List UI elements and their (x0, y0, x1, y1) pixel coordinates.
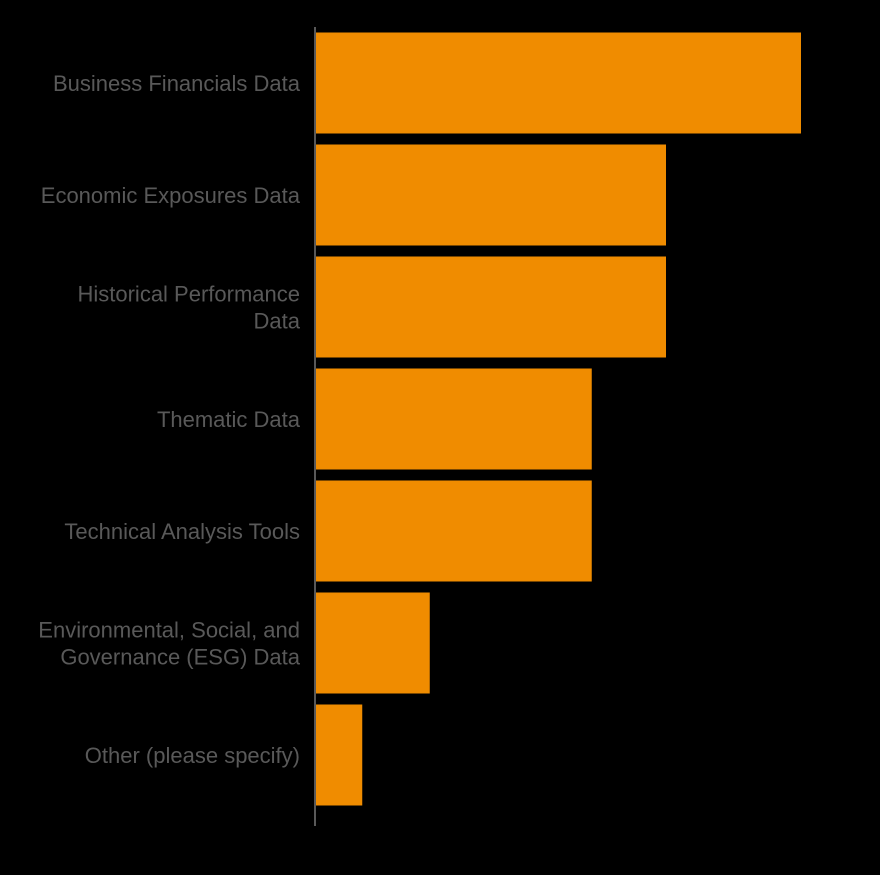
category-label-6: Environmental, Social, and Governance (ES… (38, 618, 300, 670)
category-label-line: Economic Exposures Data (41, 183, 301, 208)
category-label-line: Historical Performance (77, 282, 300, 307)
bar-2 (315, 144, 666, 246)
category-labels-group: Business Financials Data Economic Exposur… (38, 71, 300, 768)
category-label-line: Other (please specify) (85, 743, 300, 768)
bars-group (315, 32, 801, 806)
category-label-line: Thematic Data (157, 407, 301, 432)
bar-1 (315, 32, 801, 134)
category-label-2: Economic Exposures Data (41, 183, 301, 208)
bar-5 (315, 480, 592, 582)
bar-4 (315, 368, 592, 470)
category-label-line: Technical Analysis Tools (64, 519, 300, 544)
category-label-line: Environmental, Social, and (38, 618, 300, 643)
category-label-line: Business Financials Data (53, 71, 301, 96)
category-label-line: Data (254, 309, 301, 334)
category-label-1: Business Financials Data (53, 71, 301, 96)
bar-7 (315, 704, 363, 806)
bar-3 (315, 256, 666, 358)
bar-6 (315, 592, 430, 694)
category-label-7: Other (please specify) (85, 743, 300, 768)
category-label-3: Historical Performance Data (77, 282, 300, 334)
category-label-5: Technical Analysis Tools (64, 519, 300, 544)
category-label-line: Governance (ESG) Data (60, 645, 300, 670)
category-label-4: Thematic Data (157, 407, 301, 432)
